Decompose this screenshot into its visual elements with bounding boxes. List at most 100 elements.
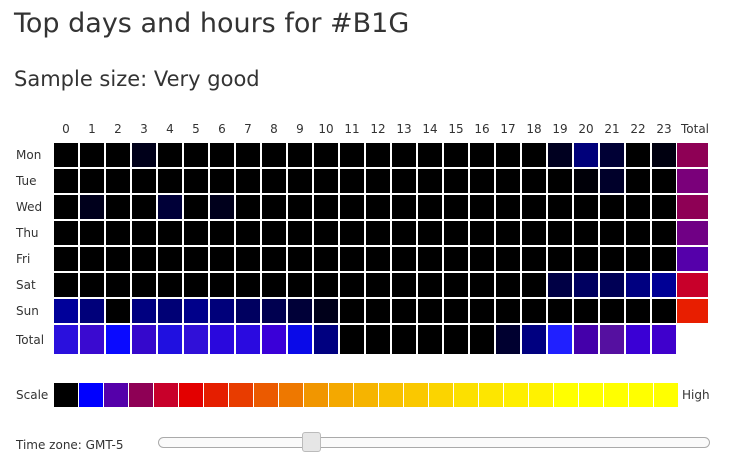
heatmap-cell[interactable] <box>158 169 182 193</box>
heatmap-cell[interactable] <box>522 143 546 167</box>
heatmap-cell[interactable] <box>80 143 104 167</box>
heatmap-cell[interactable] <box>548 221 572 245</box>
heatmap-cell[interactable] <box>600 221 624 245</box>
heatmap-cell[interactable] <box>626 273 650 297</box>
heatmap-cell[interactable] <box>574 195 598 219</box>
hour-total-cell[interactable] <box>132 325 156 354</box>
heatmap-cell[interactable] <box>444 195 468 219</box>
heatmap-cell[interactable] <box>444 247 468 271</box>
heatmap-cell[interactable] <box>210 169 234 193</box>
hour-total-cell[interactable] <box>652 325 676 354</box>
heatmap-cell[interactable] <box>392 247 416 271</box>
heatmap-cell[interactable] <box>314 299 338 323</box>
heatmap-cell[interactable] <box>262 299 286 323</box>
heatmap-cell[interactable] <box>652 299 676 323</box>
heatmap-cell[interactable] <box>366 195 390 219</box>
heatmap-cell[interactable] <box>340 169 364 193</box>
timezone-slider-handle[interactable] <box>302 432 321 452</box>
heatmap-cell[interactable] <box>106 169 130 193</box>
hour-total-cell[interactable] <box>366 325 390 354</box>
hour-total-cell[interactable] <box>600 325 624 354</box>
hour-total-cell[interactable] <box>470 325 494 354</box>
heatmap-cell[interactable] <box>522 273 546 297</box>
heatmap-cell[interactable] <box>80 169 104 193</box>
heatmap-cell[interactable] <box>236 299 260 323</box>
heatmap-cell[interactable] <box>158 221 182 245</box>
day-total-cell[interactable] <box>677 195 708 219</box>
day-total-cell[interactable] <box>677 247 708 271</box>
heatmap-cell[interactable] <box>54 143 78 167</box>
heatmap-cell[interactable] <box>470 247 494 271</box>
heatmap-cell[interactable] <box>652 273 676 297</box>
day-total-cell[interactable] <box>677 169 708 193</box>
hour-total-cell[interactable] <box>626 325 650 354</box>
heatmap-cell[interactable] <box>158 143 182 167</box>
heatmap-cell[interactable] <box>236 143 260 167</box>
heatmap-cell[interactable] <box>574 273 598 297</box>
day-total-cell[interactable] <box>677 143 708 167</box>
heatmap-cell[interactable] <box>470 273 494 297</box>
heatmap-cell[interactable] <box>470 169 494 193</box>
hour-total-cell[interactable] <box>314 325 338 354</box>
hour-total-cell[interactable] <box>158 325 182 354</box>
heatmap-cell[interactable] <box>600 169 624 193</box>
heatmap-cell[interactable] <box>210 247 234 271</box>
heatmap-cell[interactable] <box>392 143 416 167</box>
heatmap-cell[interactable] <box>158 195 182 219</box>
heatmap-cell[interactable] <box>288 247 312 271</box>
heatmap-cell[interactable] <box>132 247 156 271</box>
heatmap-cell[interactable] <box>132 195 156 219</box>
heatmap-cell[interactable] <box>210 273 234 297</box>
heatmap-cell[interactable] <box>262 221 286 245</box>
heatmap-cell[interactable] <box>392 299 416 323</box>
heatmap-cell[interactable] <box>262 195 286 219</box>
heatmap-cell[interactable] <box>236 169 260 193</box>
heatmap-cell[interactable] <box>314 169 338 193</box>
heatmap-cell[interactable] <box>106 247 130 271</box>
heatmap-cell[interactable] <box>80 273 104 297</box>
heatmap-cell[interactable] <box>236 273 260 297</box>
heatmap-cell[interactable] <box>600 299 624 323</box>
heatmap-cell[interactable] <box>470 143 494 167</box>
heatmap-cell[interactable] <box>548 169 572 193</box>
heatmap-cell[interactable] <box>80 221 104 245</box>
heatmap-cell[interactable] <box>652 143 676 167</box>
heatmap-cell[interactable] <box>236 221 260 245</box>
heatmap-cell[interactable] <box>496 143 520 167</box>
heatmap-cell[interactable] <box>652 247 676 271</box>
heatmap-cell[interactable] <box>288 169 312 193</box>
heatmap-cell[interactable] <box>106 273 130 297</box>
heatmap-cell[interactable] <box>132 169 156 193</box>
heatmap-cell[interactable] <box>366 169 390 193</box>
hour-total-cell[interactable] <box>80 325 104 354</box>
hour-total-cell[interactable] <box>496 325 520 354</box>
heatmap-cell[interactable] <box>184 143 208 167</box>
heatmap-cell[interactable] <box>158 273 182 297</box>
heatmap-cell[interactable] <box>288 195 312 219</box>
heatmap-cell[interactable] <box>444 143 468 167</box>
heatmap-cell[interactable] <box>340 143 364 167</box>
hour-total-cell[interactable] <box>340 325 364 354</box>
heatmap-cell[interactable] <box>652 221 676 245</box>
heatmap-cell[interactable] <box>548 247 572 271</box>
day-total-cell[interactable] <box>677 221 708 245</box>
heatmap-cell[interactable] <box>210 195 234 219</box>
hour-total-cell[interactable] <box>522 325 546 354</box>
hour-total-cell[interactable] <box>574 325 598 354</box>
heatmap-cell[interactable] <box>106 195 130 219</box>
heatmap-cell[interactable] <box>522 195 546 219</box>
heatmap-cell[interactable] <box>600 273 624 297</box>
heatmap-cell[interactable] <box>340 247 364 271</box>
heatmap-cell[interactable] <box>418 143 442 167</box>
heatmap-cell[interactable] <box>80 195 104 219</box>
heatmap-cell[interactable] <box>132 299 156 323</box>
heatmap-cell[interactable] <box>522 299 546 323</box>
heatmap-cell[interactable] <box>314 195 338 219</box>
heatmap-cell[interactable] <box>626 143 650 167</box>
heatmap-cell[interactable] <box>106 221 130 245</box>
heatmap-cell[interactable] <box>470 299 494 323</box>
heatmap-cell[interactable] <box>54 195 78 219</box>
hour-total-cell[interactable] <box>184 325 208 354</box>
heatmap-cell[interactable] <box>340 221 364 245</box>
heatmap-cell[interactable] <box>132 273 156 297</box>
